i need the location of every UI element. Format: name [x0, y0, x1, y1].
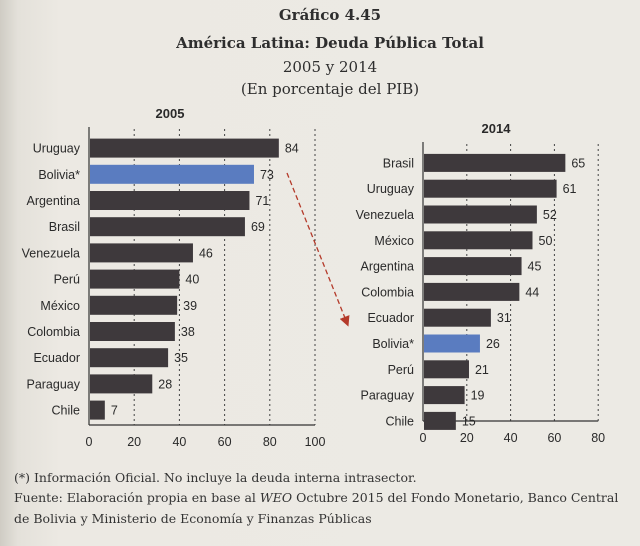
chart-years: 2005 y 2014: [282, 58, 378, 76]
category-label-2014-argentina: Argentina: [360, 260, 414, 274]
value-label-2005-peru: 40: [185, 273, 199, 287]
x-tick-2005-20: 20: [127, 435, 141, 449]
value-label-2005-argentina: 71: [255, 194, 269, 208]
bar-2005-venezuela: [90, 243, 193, 263]
x-tick-2014-80: 80: [591, 431, 605, 445]
category-label-2005-brasil: Brasil: [49, 220, 80, 234]
bar-2014-brasil: [424, 153, 566, 172]
category-label-2005-paraguay: Paraguay: [26, 377, 80, 391]
category-label-2014-paraguay: Paraguay: [360, 389, 414, 403]
value-label-2005-colombia: 38: [181, 325, 195, 339]
value-label-2014-chile: 15: [462, 414, 476, 428]
bar-2005-colombia: [90, 322, 175, 341]
value-label-2005-bolivia: 73: [260, 168, 274, 182]
source-weo: WEO: [259, 490, 293, 505]
value-label-2014-brasil: 65: [571, 156, 585, 170]
category-label-2005-chile: Chile: [52, 404, 81, 418]
x-tick-2014-60: 60: [547, 431, 561, 445]
x-tick-2005-100: 100: [305, 435, 326, 449]
value-label-2005-paraguay: 28: [158, 377, 172, 391]
value-label-2014-colombia: 44: [525, 285, 539, 299]
bar-2014-uruguay: [424, 179, 557, 198]
footnote: (*) Información Oficial. No incluye la d…: [14, 470, 417, 485]
category-label-2014-peru: Perú: [388, 363, 414, 377]
x-tick-2005-60: 60: [218, 435, 232, 449]
bar-2014-colombia: [424, 282, 520, 301]
bar-2005-ecuador: [90, 348, 169, 368]
bar-2005-peru: [90, 269, 180, 289]
category-label-2014-brasil: Brasil: [383, 156, 414, 170]
value-label-2014-ecuador: 31: [497, 311, 511, 325]
chart-title: América Latina: Deuda Pública Total: [176, 34, 484, 52]
category-label-2005-uruguay: Uruguay: [33, 142, 81, 156]
bar-2014-chile: [424, 411, 456, 430]
category-label-2014-chile: Chile: [386, 414, 415, 428]
bar-2005-bolivia: [90, 164, 254, 184]
bar-2014-bolivia: [424, 334, 480, 353]
source-post: Octubre 2015 del Fondo Monetario, Banco …: [292, 490, 619, 505]
source-line-2: de Bolivia y Ministerio de Economía y Fi…: [14, 511, 372, 526]
category-label-2014-ecuador: Ecuador: [367, 311, 414, 325]
category-label-2005-argentina: Argentina: [26, 194, 80, 208]
bar-2005-chile: [90, 400, 105, 420]
value-label-2014-argentina: 45: [528, 260, 542, 274]
category-label-2005-peru: Perú: [54, 273, 80, 287]
value-label-2014-paraguay: 19: [471, 389, 485, 403]
value-label-2014-peru: 21: [475, 363, 489, 377]
category-label-2014-bolivia: Bolivia*: [372, 337, 414, 351]
category-label-2014-mexico: México: [374, 234, 414, 248]
category-label-2014-colombia: Colombia: [361, 285, 414, 299]
bar-2005-paraguay: [90, 374, 153, 394]
x-tick-2014-0: 0: [420, 431, 427, 445]
bar-2005-mexico: [90, 295, 178, 315]
value-label-2005-venezuela: 46: [199, 246, 213, 260]
value-label-2014-bolivia: 26: [486, 337, 500, 351]
bar-2014-mexico: [424, 231, 533, 250]
category-label-2005-ecuador: Ecuador: [33, 351, 80, 365]
chart-unit: (En porcentaje del PIB): [240, 80, 420, 98]
value-label-2005-uruguay: 84: [285, 142, 299, 156]
value-label-2005-ecuador: 35: [174, 351, 188, 365]
value-label-2005-brasil: 69: [251, 220, 265, 234]
figure-number: Gráfico 4.45: [278, 6, 382, 24]
category-label-2014-uruguay: Uruguay: [367, 182, 415, 196]
value-label-2014-uruguay: 61: [563, 182, 577, 196]
value-label-2014-venezuela: 52: [543, 208, 557, 222]
category-label-2005-mexico: México: [40, 299, 80, 313]
bar-2014-paraguay: [424, 386, 465, 405]
panel-title-2005: 2005: [156, 106, 185, 121]
category-label-2005-colombia: Colombia: [27, 325, 80, 339]
bar-2014-argentina: [424, 257, 522, 276]
x-tick-2005-80: 80: [263, 435, 277, 449]
bar-2014-ecuador: [424, 308, 491, 327]
value-label-2005-mexico: 39: [183, 299, 197, 313]
source-line-1: Fuente: Elaboración propia en base al WE…: [14, 490, 618, 505]
category-label-2005-venezuela: Venezuela: [22, 246, 80, 260]
bar-2005-brasil: [90, 217, 245, 237]
bar-2014-venezuela: [424, 205, 537, 224]
x-tick-2005-0: 0: [86, 435, 93, 449]
category-label-2014-venezuela: Venezuela: [356, 208, 414, 222]
source-pre: Fuente: Elaboración propia en base al: [14, 490, 260, 505]
bar-2005-uruguay: [90, 138, 279, 158]
panel-title-2014: 2014: [482, 121, 512, 136]
category-label-2005-bolivia: Bolivia*: [38, 168, 80, 182]
bar-2005-argentina: [90, 191, 250, 210]
value-label-2014-mexico: 50: [539, 234, 553, 248]
bolivia-arrow: [286, 172, 350, 327]
x-tick-2005-40: 40: [172, 435, 186, 449]
value-label-2005-chile: 7: [111, 404, 118, 418]
bar-2014-peru: [424, 360, 469, 379]
x-tick-2014-20: 20: [460, 431, 474, 445]
x-tick-2014-40: 40: [504, 431, 518, 445]
